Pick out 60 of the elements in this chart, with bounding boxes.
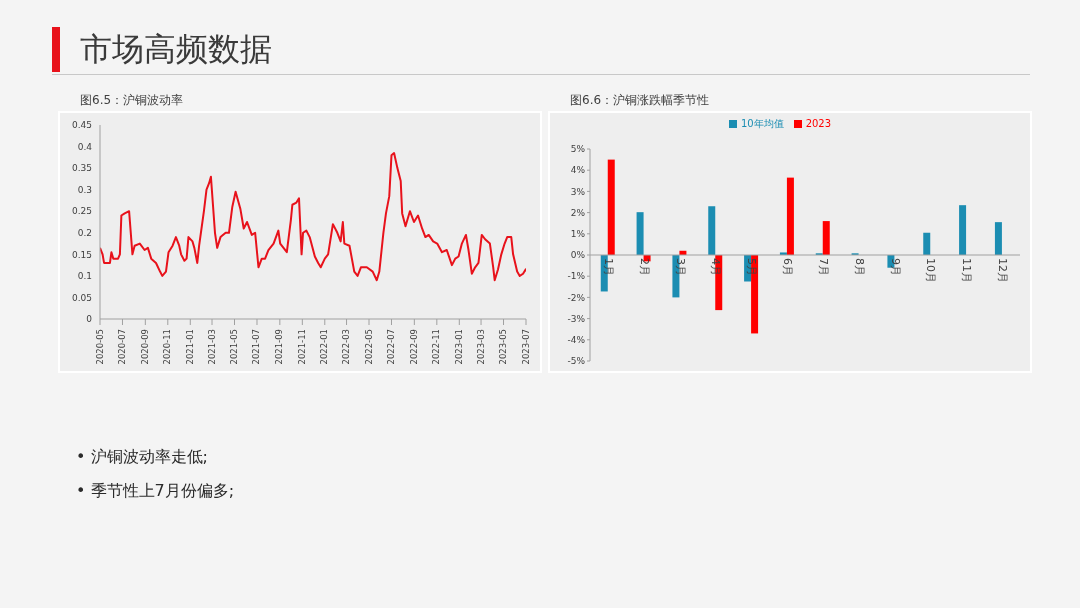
x-tick-label: 5月 (745, 258, 759, 276)
x-tick-label: 1月 (601, 258, 615, 276)
y-tick-label: -3% (567, 313, 586, 324)
x-tick-label: 2021-09 (274, 329, 285, 365)
y-tick-label: 3% (570, 186, 586, 197)
y-tick-label: 5% (570, 144, 586, 155)
y-tick-label: 0.4 (77, 141, 93, 152)
y-tick-label: 2% (570, 207, 586, 218)
x-tick-label: 2021-11 (296, 329, 307, 365)
text: • 沪铜波动率走低; (76, 446, 209, 468)
x-tick-label: 2023-03 (475, 329, 486, 365)
x-tick-label: 2023-05 (498, 329, 509, 365)
y-tick-label: -5% (567, 356, 586, 367)
y-tick-label: 0% (570, 250, 586, 261)
y-tick-label: 0.15 (71, 249, 92, 260)
y-tick-label: 0.3 (77, 184, 92, 195)
x-tick-label: 2022-05 (363, 329, 374, 365)
x-tick-label: 10月 (924, 258, 938, 283)
x-tick-label: 2023-01 (453, 329, 464, 365)
y-tick-label: 0.35 (71, 163, 92, 174)
y-tick-label: 0.2 (77, 227, 92, 238)
x-tick-label: 2022-01 (319, 329, 330, 365)
x-tick-label: 11月 (960, 258, 974, 283)
y-tick-label: 0.05 (71, 292, 92, 303)
y-tick-label: -4% (567, 334, 586, 345)
x-tick-label: 2021-05 (229, 329, 240, 365)
text: • 季节性上7月份偏多; (76, 480, 235, 502)
x-tick-label: 2020-09 (139, 329, 150, 365)
x-tick-label: 12月 (996, 258, 1010, 283)
x-tick-label: 2023-07 (520, 329, 531, 365)
x-tick-label: 6月 (781, 258, 795, 276)
x-tick-label: 7月 (816, 258, 830, 276)
y-tick-label: 4% (570, 165, 586, 176)
x-tick-label: 2020-11 (162, 329, 173, 365)
x-tick-label: 2022-09 (408, 329, 419, 365)
x-tick-label: 4月 (709, 258, 723, 276)
text: 市场高频数据 (80, 29, 272, 70)
x-tick-label: 9月 (888, 258, 902, 276)
y-tick-label: -1% (567, 271, 586, 282)
x-tick-label: 2月 (637, 258, 651, 276)
legend-label: 2023 (805, 118, 832, 129)
x-tick-label: 2021-01 (184, 329, 195, 365)
x-tick-label: 2020-05 (94, 329, 105, 365)
x-tick-label: 3月 (673, 258, 687, 276)
x-tick-label: 2021-07 (251, 329, 262, 365)
x-tick-label: 8月 (852, 258, 866, 276)
chart-title: 图6.5：沪铜波动率 (80, 92, 185, 109)
x-tick-label: 2022-03 (341, 329, 352, 365)
y-tick-label: 1% (570, 228, 586, 239)
chart-title: 图6.6：沪铜涨跌幅季节性 (570, 92, 711, 109)
x-tick-label: 2021-03 (206, 329, 217, 365)
y-tick-label: 0.25 (71, 206, 92, 217)
x-tick-label: 2022-11 (431, 329, 442, 365)
y-tick-label: 0.45 (71, 120, 92, 131)
legend-label: 10年均值 (740, 118, 784, 129)
x-tick-label: 2020-07 (116, 329, 127, 365)
x-tick-label: 2022-07 (385, 329, 396, 365)
y-tick-label: 0.1 (77, 271, 92, 282)
y-tick-label: 0 (86, 314, 93, 325)
y-tick-label: -2% (567, 292, 586, 303)
